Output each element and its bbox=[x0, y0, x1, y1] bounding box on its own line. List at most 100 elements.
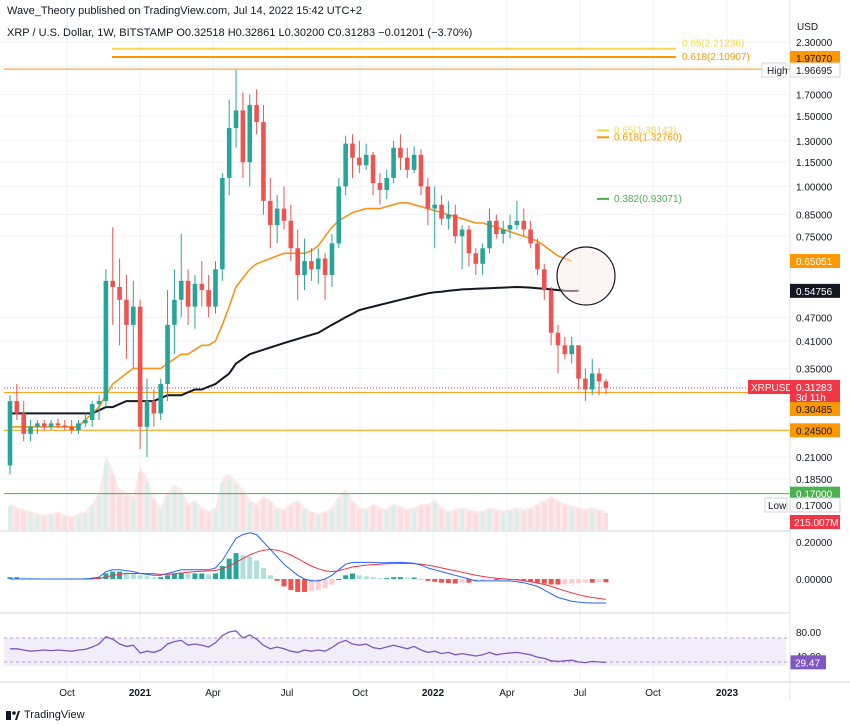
volume-bar bbox=[138, 472, 143, 530]
macd-histogram-bar bbox=[178, 572, 184, 579]
price-tag-text: 0.17000 bbox=[796, 490, 833, 501]
candle-body bbox=[336, 186, 342, 244]
tv-logo-icon bbox=[6, 710, 20, 720]
time-tick-label: 2021 bbox=[129, 688, 152, 699]
rsi-band bbox=[4, 638, 786, 666]
candle-body bbox=[226, 128, 232, 178]
candle-body bbox=[480, 248, 485, 264]
candle-body bbox=[206, 290, 211, 307]
volume-bar bbox=[199, 509, 204, 530]
candle-body bbox=[76, 423, 81, 431]
volume-bar bbox=[419, 506, 423, 530]
volume-bar bbox=[192, 503, 197, 530]
candle-body bbox=[158, 383, 163, 414]
last-price-text: 0.31283 bbox=[796, 383, 833, 394]
macd-histogram-bar bbox=[233, 553, 239, 579]
volume-bar bbox=[90, 506, 95, 530]
rsi-tick-label: 80.00 bbox=[796, 628, 821, 639]
price-tick-label: 0.47000 bbox=[796, 313, 833, 324]
candle-body bbox=[576, 345, 581, 379]
volume-bar bbox=[514, 509, 519, 530]
price-tag-text: 0.24500 bbox=[796, 426, 833, 437]
volume-bar bbox=[165, 496, 170, 530]
candle-body bbox=[603, 381, 609, 388]
price-tag bbox=[790, 51, 840, 65]
candle-body bbox=[165, 324, 170, 384]
volume-bar bbox=[528, 509, 533, 530]
macd-histogram-bar bbox=[336, 579, 342, 580]
price-tag bbox=[790, 402, 840, 416]
fib-levels: 0.65(1.38143)0.618(1.32760) 0.382(0.93071… bbox=[597, 125, 682, 205]
candle-body bbox=[185, 280, 191, 307]
macd-histogram-bar bbox=[439, 579, 445, 583]
volume-bar bbox=[535, 506, 540, 530]
volume-bar bbox=[151, 499, 156, 530]
horizontal-levels: 0.65(2.21236) 0.618(2.10907) bbox=[4, 39, 790, 495]
candle-body bbox=[418, 154, 424, 187]
candle-body bbox=[7, 401, 13, 466]
candle-body bbox=[131, 306, 136, 325]
macd-histogram-bar bbox=[596, 579, 602, 583]
candle-body bbox=[14, 401, 20, 414]
macd-histogram-bar bbox=[480, 579, 486, 581]
volume-bar bbox=[76, 515, 81, 530]
macd-histogram-bar bbox=[226, 558, 232, 579]
macd-histogram-bar bbox=[343, 575, 349, 579]
macd-histogram-bar bbox=[103, 573, 109, 579]
candle-body bbox=[103, 280, 109, 402]
countdown-text: 3d 11h bbox=[796, 393, 826, 404]
candle-body bbox=[315, 258, 321, 270]
volume-bar bbox=[425, 506, 430, 530]
volume-bar bbox=[460, 509, 465, 530]
candle-body bbox=[514, 220, 520, 226]
volume-bar bbox=[145, 482, 149, 530]
volume-bar bbox=[323, 513, 328, 530]
candle-body bbox=[329, 243, 335, 275]
volume-bar bbox=[97, 496, 102, 530]
macd-histogram-bar bbox=[165, 575, 171, 579]
time-axis[interactable]: Oct 2021 Apr Jul Oct 2022 Apr Jul Oct 2023 bbox=[59, 688, 738, 699]
candle-body bbox=[178, 280, 184, 300]
macd-histogram-bar bbox=[213, 573, 218, 579]
volume-bar bbox=[569, 508, 574, 530]
candle-body bbox=[500, 229, 506, 235]
volume-bar bbox=[562, 506, 567, 530]
candle-body bbox=[487, 220, 492, 249]
macd-histogram-bar bbox=[569, 579, 575, 584]
candle-body bbox=[172, 299, 177, 325]
candle-body bbox=[233, 110, 239, 129]
candle-body bbox=[357, 157, 362, 166]
candle-body bbox=[425, 186, 431, 209]
macd-histogram-bar bbox=[267, 575, 273, 579]
macd-histogram-bar bbox=[445, 579, 451, 584]
macd-histogram-bar bbox=[521, 579, 527, 581]
candle-body bbox=[583, 378, 588, 390]
macd-histogram-bar bbox=[192, 573, 198, 579]
tradingview-logo[interactable]: TradingView bbox=[6, 709, 85, 721]
price-tick-label: 1.15000 bbox=[796, 158, 833, 169]
time-tick-label: Jul bbox=[281, 688, 294, 699]
rsi-value-tag bbox=[790, 655, 826, 670]
macd-histogram-bar bbox=[281, 579, 287, 587]
macd-histogram-bar bbox=[144, 576, 150, 579]
candle-body bbox=[589, 373, 595, 390]
candle-body bbox=[432, 204, 437, 209]
volume-bar bbox=[384, 511, 389, 530]
candle-body bbox=[268, 200, 273, 226]
macd-histogram-bar bbox=[219, 566, 225, 579]
macd-histogram-bar bbox=[541, 579, 547, 584]
macd-histogram-bar bbox=[206, 574, 212, 579]
macd-histogram-bar bbox=[555, 579, 561, 585]
volume-bar bbox=[179, 492, 184, 530]
candle-body bbox=[41, 423, 47, 427]
macd-histogram-bar bbox=[151, 577, 157, 579]
macd-histogram-bar bbox=[363, 576, 369, 579]
macd-histogram-bar bbox=[14, 577, 20, 579]
candle-body bbox=[494, 220, 499, 235]
candle-body bbox=[459, 229, 465, 237]
volume-bar bbox=[309, 513, 314, 530]
macd-histogram-bar bbox=[452, 579, 458, 584]
